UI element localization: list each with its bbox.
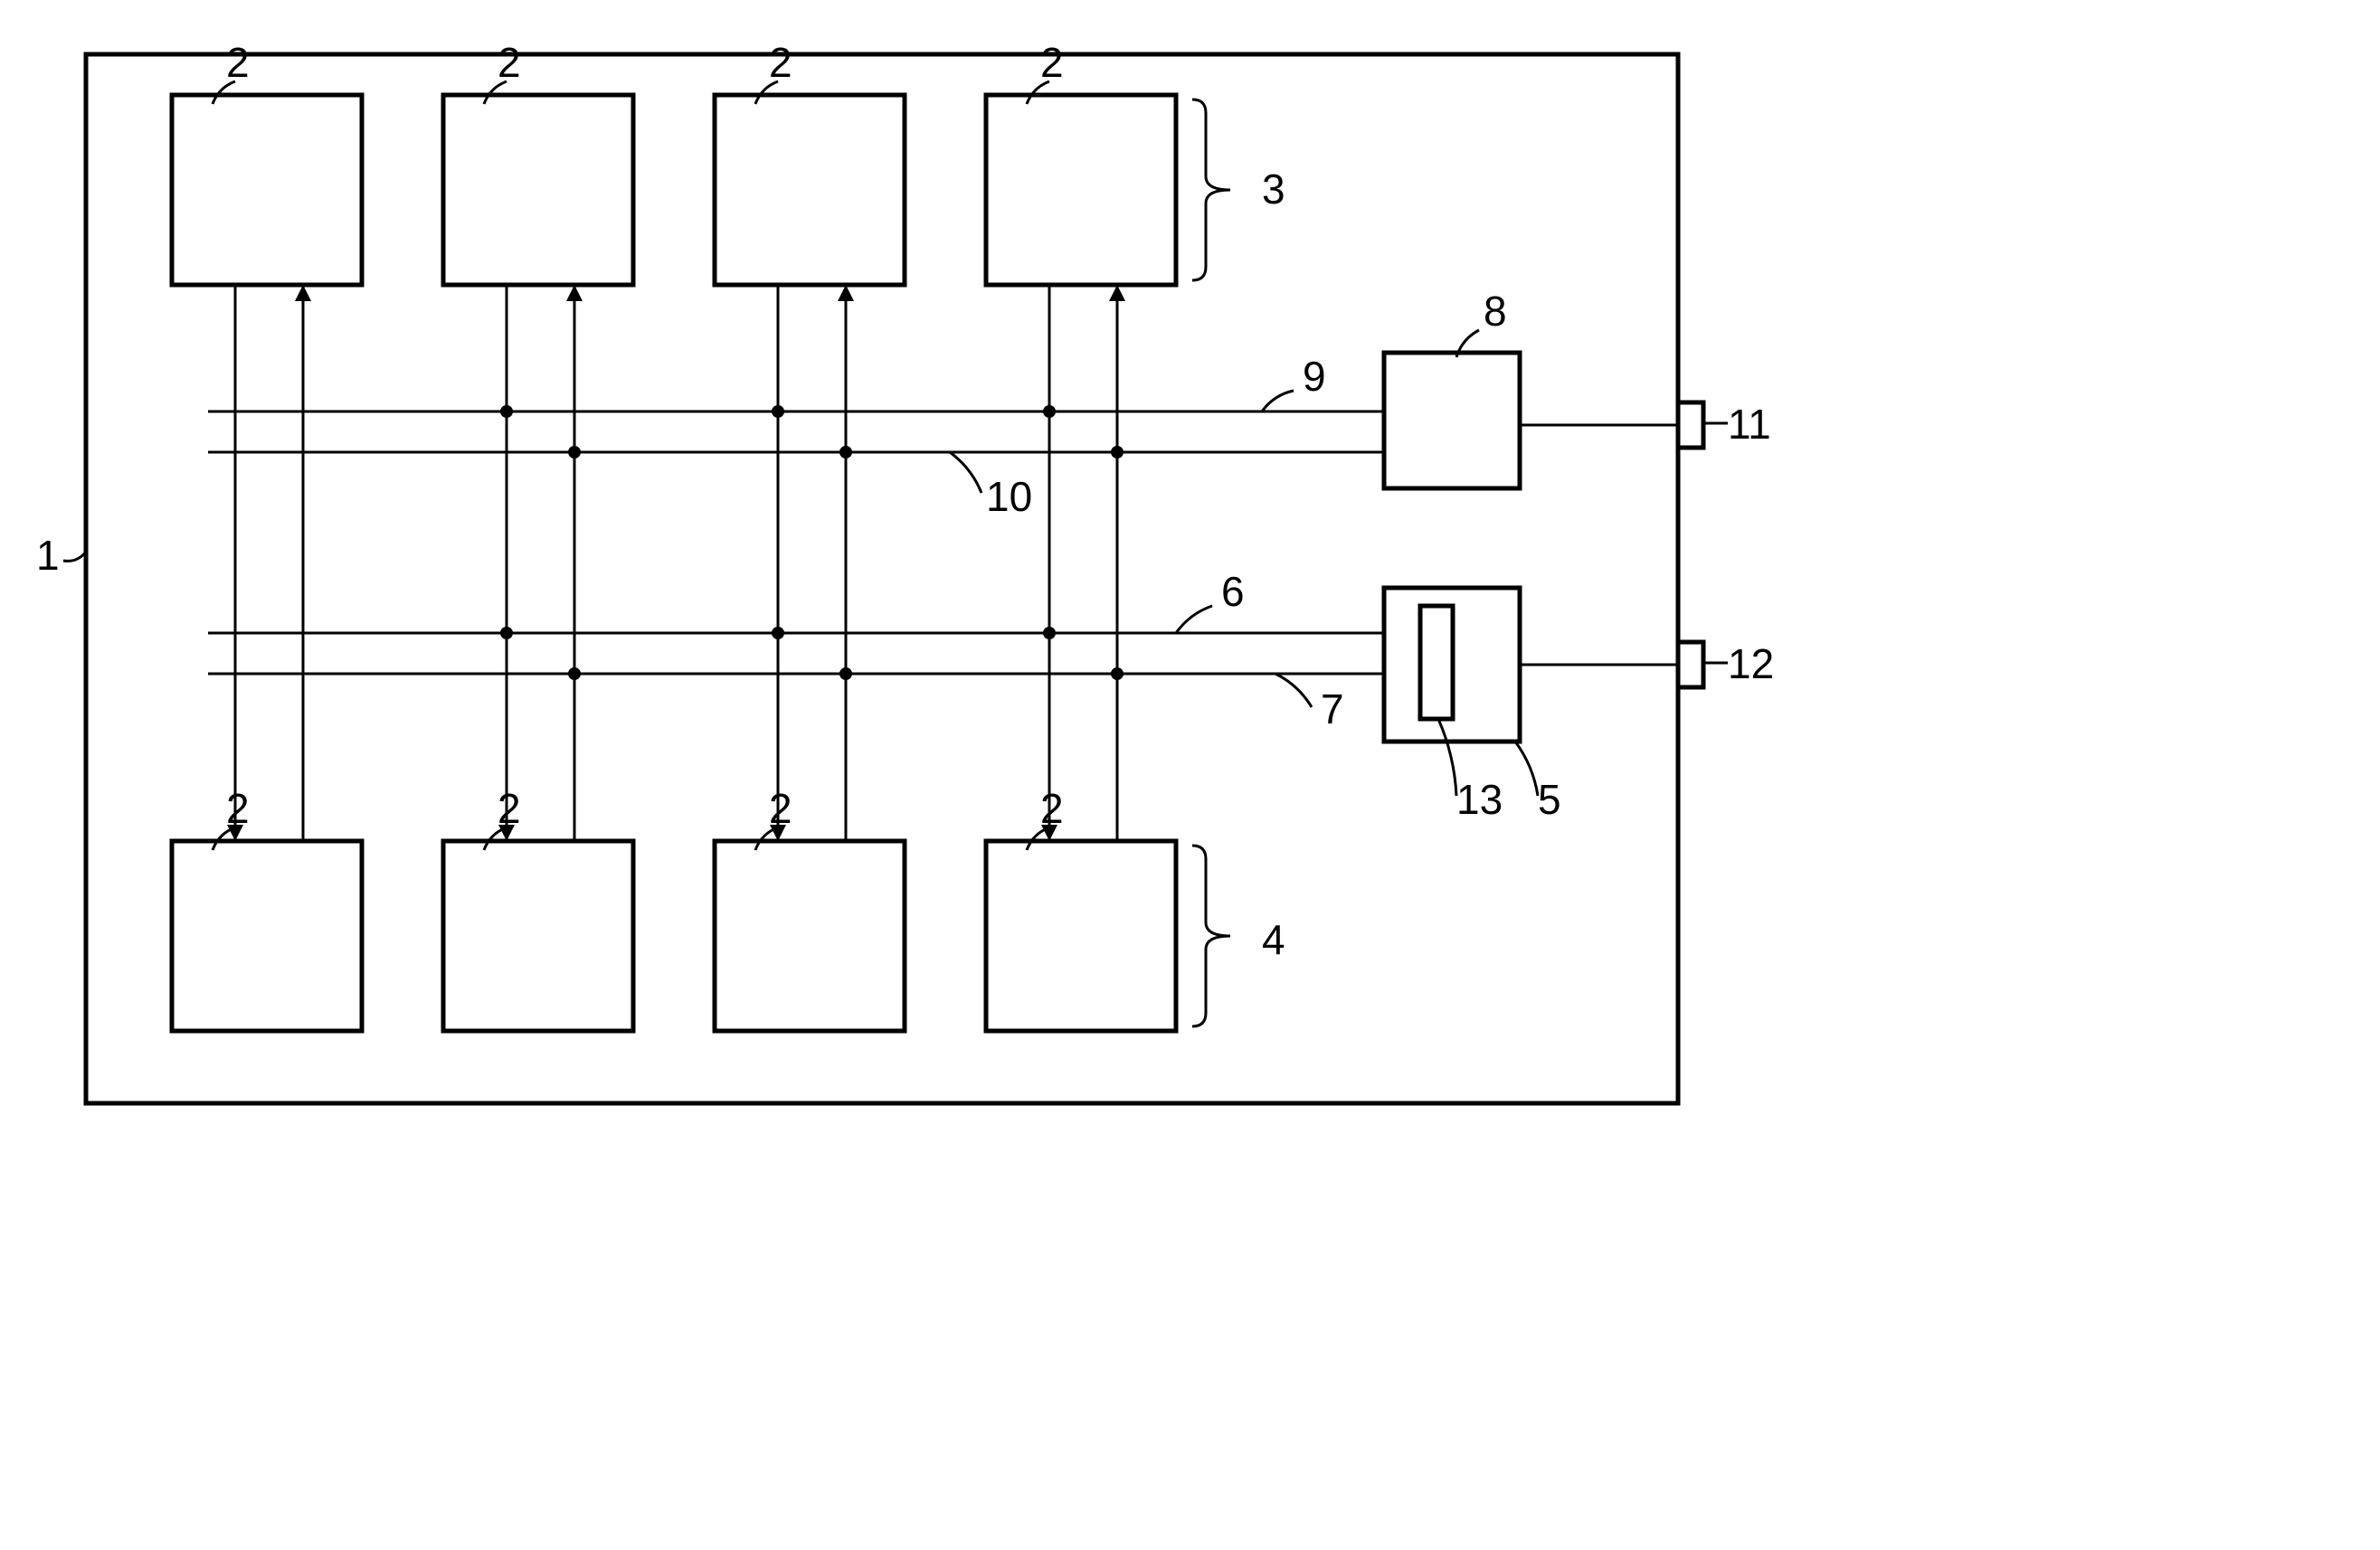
brace — [1192, 846, 1230, 1026]
leader-line — [1176, 606, 1212, 633]
junction-dot — [1111, 446, 1124, 458]
junction-dot — [1111, 667, 1124, 680]
junction-dot — [568, 667, 581, 680]
junction-dot — [839, 667, 852, 680]
arrow-head — [566, 285, 583, 301]
junction-dot — [1043, 405, 1056, 418]
label-2: 2 — [1040, 39, 1064, 86]
label-6: 6 — [1221, 568, 1245, 615]
label-2: 2 — [1040, 785, 1064, 832]
port-12 — [1678, 642, 1703, 687]
label-1: 1 — [36, 532, 60, 579]
label-7: 7 — [1321, 685, 1344, 732]
junction-dot — [500, 627, 513, 639]
leader-line — [1262, 391, 1294, 411]
junction-dot — [500, 405, 513, 418]
label-5: 5 — [1538, 776, 1561, 823]
label-9: 9 — [1303, 353, 1326, 400]
leader-line — [1438, 719, 1456, 796]
leader-line — [1275, 674, 1312, 707]
block-top-1 — [443, 95, 633, 285]
label-8: 8 — [1484, 288, 1507, 335]
label-2: 2 — [226, 39, 250, 86]
label-10: 10 — [986, 473, 1032, 520]
label-4: 4 — [1262, 916, 1285, 963]
label-2: 2 — [226, 785, 250, 832]
label-2: 2 — [498, 39, 521, 86]
arrow-head — [1109, 285, 1125, 301]
block-top-0 — [172, 95, 362, 285]
brace — [1192, 99, 1230, 280]
arrow-head — [295, 285, 311, 301]
label-3: 3 — [1262, 165, 1285, 213]
label-13: 13 — [1456, 776, 1503, 823]
port-11 — [1678, 402, 1703, 448]
junction-dot — [772, 405, 784, 418]
block-bottom-1 — [443, 841, 633, 1031]
junction-dot — [839, 446, 852, 458]
outer-box — [86, 54, 1678, 1103]
junction-dot — [772, 627, 784, 639]
block-top-2 — [715, 95, 905, 285]
label-11: 11 — [1728, 401, 1771, 448]
junction-dot — [568, 446, 581, 458]
junction-dot — [1043, 627, 1056, 639]
arrow-head — [838, 285, 854, 301]
label-12: 12 — [1728, 640, 1773, 687]
leader-line — [63, 552, 86, 561]
block-bottom-3 — [986, 841, 1176, 1031]
label-2: 2 — [498, 785, 521, 832]
box-13 — [1420, 606, 1453, 719]
block-top-3 — [986, 95, 1176, 285]
leader-line — [1515, 742, 1538, 796]
leader-line — [950, 452, 981, 493]
label-2: 2 — [769, 785, 792, 832]
label-2: 2 — [769, 39, 792, 86]
block-bottom-0 — [172, 841, 362, 1031]
box-8 — [1384, 353, 1520, 488]
block-bottom-2 — [715, 841, 905, 1031]
